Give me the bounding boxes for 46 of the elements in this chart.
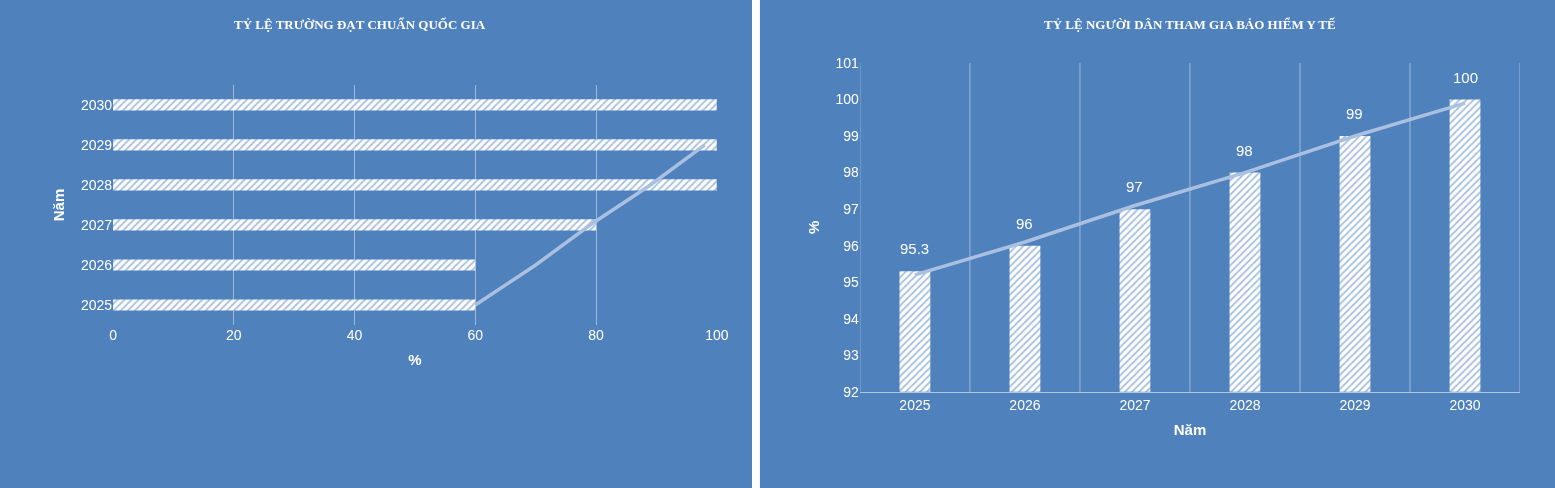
x-tick-label: 0 [109, 327, 118, 344]
y-tick-label: 100 [835, 91, 860, 108]
y-tick-label: 2027 [80, 216, 113, 233]
x-tick-label: 2028 [1229, 396, 1261, 413]
x-tick-label: 80 [588, 327, 605, 344]
x-tick-label: 2025 [899, 396, 931, 413]
data-label: 95.3 [900, 240, 930, 257]
y-tick-label: 2028 [80, 176, 113, 193]
data-label: 100 [1453, 69, 1479, 86]
y-tick-label: 98 [843, 164, 860, 181]
x-tick-label: 20 [226, 327, 242, 344]
y-axis-title: Năm [50, 188, 68, 222]
y-tick-label: 93 [843, 347, 860, 364]
chart-title: TỶ LỆ NGƯỜI DÂN THAM GIA BẢO HIỂM Y TẾ [1044, 17, 1336, 32]
y-tick-label: 2025 [80, 296, 113, 313]
y-axis-title: % [804, 220, 822, 235]
data-label: 99 [1346, 105, 1363, 122]
x-axis-title: % [408, 351, 422, 369]
bar [113, 219, 597, 231]
bar [113, 139, 717, 151]
bar [113, 99, 717, 111]
y-tick-label: 101 [835, 54, 860, 71]
y-tick-label: 2026 [80, 256, 113, 273]
data-label: 98 [1236, 142, 1253, 159]
bar [113, 179, 717, 191]
x-tick-label: 100 [705, 327, 729, 344]
x-tick-label: 2026 [1009, 396, 1041, 413]
data-label: 96 [1016, 215, 1033, 232]
x-tick-label: 2030 [1449, 396, 1481, 413]
data-label: 97 [1126, 178, 1143, 195]
x-axis-title: Năm [1173, 420, 1207, 438]
x-tick-label: 60 [467, 327, 484, 344]
x-tick-label: 40 [346, 327, 363, 344]
bar [113, 299, 476, 311]
x-tick-label: 2029 [1339, 396, 1371, 413]
y-tick-label: 92 [843, 383, 860, 400]
y-tick-label: 94 [843, 310, 860, 327]
y-tick-label: 2029 [80, 136, 113, 153]
y-tick-label: 96 [843, 237, 860, 254]
bar [113, 259, 476, 271]
x-tick-label: 2027 [1119, 396, 1151, 413]
y-tick-label: 95 [843, 274, 860, 291]
chart-title: TỶ LỆ TRƯỜNG ĐẠT CHUẨN QUỐC GIA [234, 17, 486, 32]
y-tick-label: 97 [843, 201, 860, 218]
y-tick-label: 2030 [80, 96, 113, 113]
y-tick-label: 99 [843, 127, 860, 144]
